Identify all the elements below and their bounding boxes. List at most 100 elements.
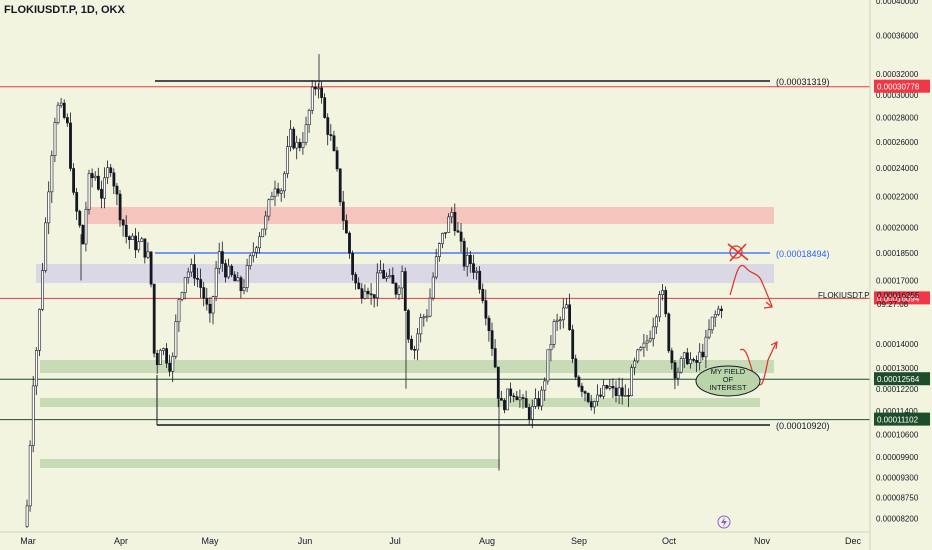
candle: [496, 366, 500, 408]
candle-body: [224, 263, 227, 278]
candle: [679, 356, 683, 374]
candle: [221, 241, 224, 272]
candle: [25, 499, 29, 528]
cross-circle: [729, 245, 743, 259]
candle: [180, 291, 184, 302]
level-label-mid: (0.00018494): [776, 249, 830, 259]
candle-body: [183, 277, 187, 293]
candle: [620, 377, 624, 405]
projection-arrowhead-down: [770, 340, 778, 350]
candle-body: [521, 397, 525, 399]
candle: [320, 81, 324, 104]
candle-body: [685, 352, 689, 365]
candle-body: [118, 193, 122, 221]
candle: [313, 80, 317, 96]
candle: [614, 380, 618, 403]
candle-body: [230, 265, 234, 276]
support-zone-green-bottom: [40, 459, 500, 468]
candle: [372, 294, 376, 308]
candle: [633, 357, 637, 376]
time-tick-label: Nov: [754, 536, 771, 546]
candle: [255, 245, 258, 258]
candle: [447, 213, 451, 233]
candle: [540, 386, 544, 411]
candle: [97, 167, 100, 191]
candle: [270, 191, 274, 201]
candle-body: [493, 348, 497, 368]
candle: [323, 93, 327, 119]
candle: [465, 247, 469, 277]
interest-label-line: INTEREST: [709, 383, 747, 392]
candle-body: [320, 87, 324, 98]
candle: [484, 289, 488, 326]
candle-body: [217, 251, 221, 269]
price-tick-label: 0.00013000: [876, 364, 919, 373]
candle: [159, 348, 162, 365]
candle: [574, 354, 578, 380]
candle-body: [261, 228, 265, 238]
candle: [338, 168, 342, 206]
candle: [239, 275, 243, 299]
candle: [459, 223, 463, 253]
candle-body: [375, 272, 379, 299]
candle-body: [233, 274, 237, 282]
candle-body: [69, 122, 72, 169]
candle-body: [382, 270, 386, 279]
candle: [642, 334, 646, 357]
time-tick-label: Sep: [571, 536, 587, 546]
candle: [227, 258, 231, 279]
price-tick-label: 0.00011400: [876, 407, 918, 416]
level-label-high: (0.00031319): [776, 77, 830, 87]
candle: [264, 210, 268, 236]
candle: [422, 313, 426, 327]
candle-body: [549, 343, 553, 351]
last-price-value: 0.00016255: [877, 291, 920, 300]
candle-body: [140, 238, 144, 242]
candle-body: [692, 359, 696, 361]
price-tick-label: 0.00008200: [876, 515, 919, 524]
candle: [332, 130, 336, 152]
price-tick-label: 0.00028000: [876, 114, 919, 123]
candle: [530, 399, 534, 429]
candle: [137, 231, 141, 253]
price-label-badge: [874, 291, 930, 305]
candle: [245, 258, 249, 293]
candle-body: [245, 265, 249, 288]
candle-body: [31, 385, 35, 446]
candle-body: [506, 388, 510, 411]
candle-body: [134, 235, 138, 251]
candle: [713, 310, 717, 328]
candle: [292, 126, 296, 150]
candle: [44, 217, 48, 273]
candle: [279, 188, 283, 202]
candle: [394, 281, 398, 299]
candle-body: [34, 350, 38, 387]
candle-body: [28, 445, 32, 507]
candle-body: [682, 352, 686, 359]
candle: [84, 201, 88, 252]
price-tick-label: 0.00009300: [876, 473, 919, 482]
candle: [242, 279, 246, 295]
candle-body: [326, 117, 330, 135]
candle-body: [295, 142, 299, 149]
candle-body: [81, 225, 85, 245]
candle-body: [537, 398, 541, 407]
candle-body: [397, 287, 401, 295]
candle: [152, 283, 156, 358]
candle: [667, 312, 671, 353]
candle-body: [586, 392, 590, 402]
chart-title: FLOKIUSDT.P, 1D, OKX: [4, 4, 125, 16]
candle-body: [351, 252, 355, 275]
candle: [682, 351, 686, 369]
candle: [707, 319, 711, 340]
cross-mark: [727, 243, 749, 262]
candle-body: [543, 380, 547, 391]
candle: [335, 146, 339, 172]
candle-body: [639, 347, 643, 351]
candle: [103, 167, 107, 209]
candle-body: [490, 330, 494, 349]
candle-body: [527, 407, 531, 420]
last-price-countdown: 09:27:08: [877, 300, 909, 309]
